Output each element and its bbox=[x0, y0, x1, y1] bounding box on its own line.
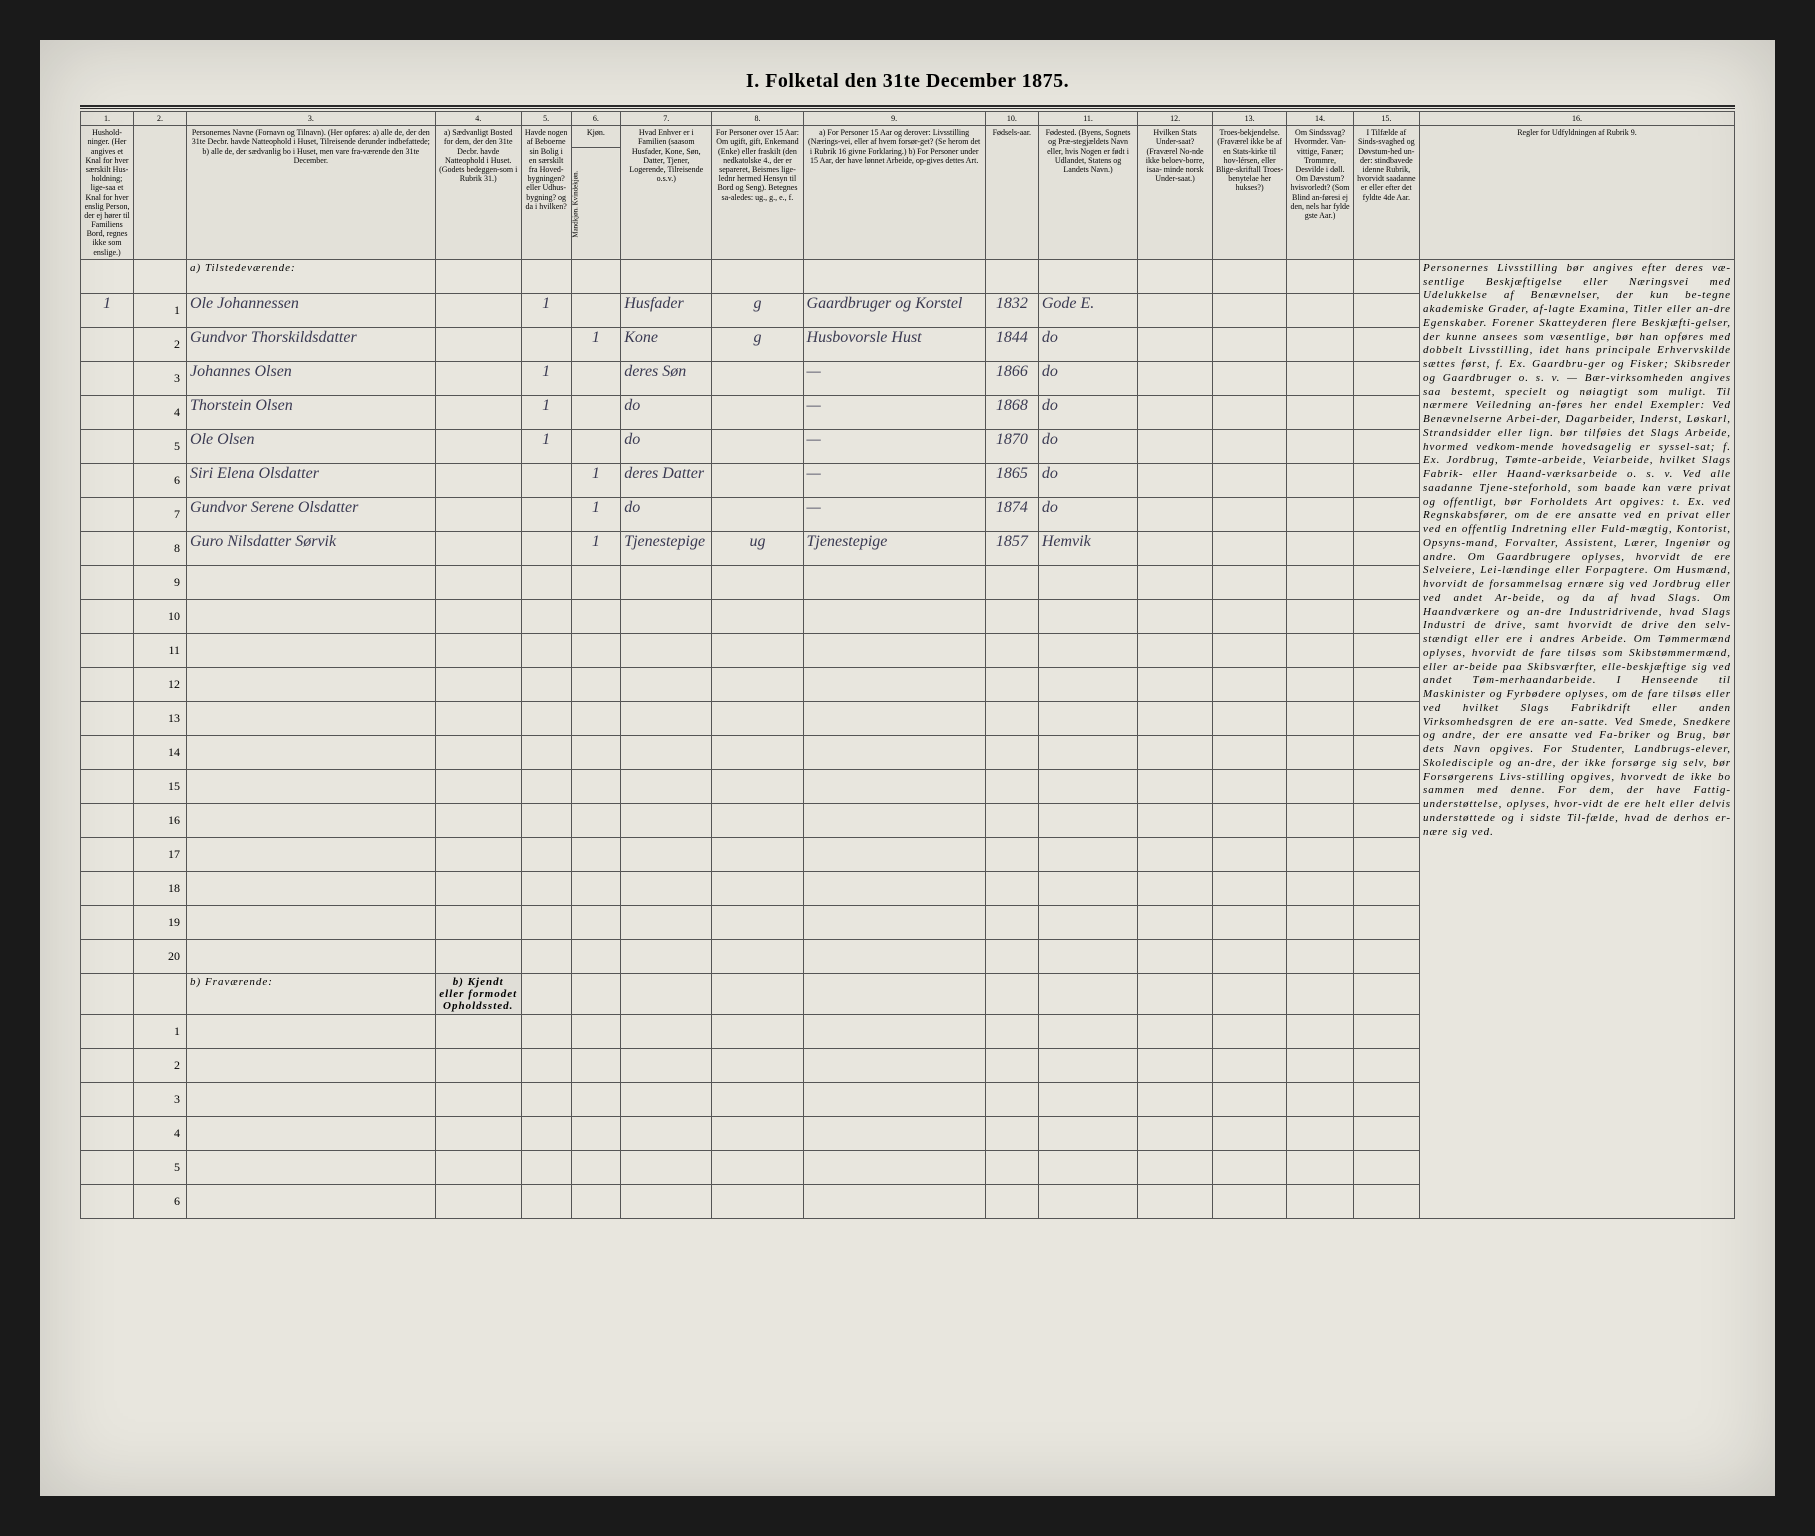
top-rule bbox=[80, 105, 1735, 109]
colnum: 12. bbox=[1138, 112, 1213, 126]
hdr-8: For Personer over 15 Aar: Om ugift, gift… bbox=[712, 126, 803, 260]
hdr-5: Havde nogen af Beboerne sin Bolig i en s… bbox=[521, 126, 571, 260]
colnum: 3. bbox=[187, 112, 436, 126]
hdr-14: Om Sindssvag? Hvormder. Van-vittige, Fan… bbox=[1287, 126, 1353, 260]
hdr-11: Fødested. (Byens, Sognets og Præ-stegjæl… bbox=[1038, 126, 1137, 260]
document-paper: I. Folketal den 31te December 1875. 1. 2… bbox=[40, 40, 1775, 1496]
colnum: 9. bbox=[803, 112, 985, 126]
photo-frame: I. Folketal den 31te December 1875. 1. 2… bbox=[0, 0, 1815, 1536]
colnum: 16. bbox=[1419, 112, 1734, 126]
section-b-label: b) Fraværende: bbox=[187, 973, 436, 1014]
hdr-7: Hvad Enhver er i Familien (saasom Husfad… bbox=[621, 126, 712, 260]
colnum: 8. bbox=[712, 112, 803, 126]
colnum: 13. bbox=[1212, 112, 1287, 126]
hdr-kjon: Kjøn. bbox=[571, 126, 621, 148]
colnum-row: 1. 2. 3. 4. 5. 6. 7. 8. 9. 10. 11. 12. 1… bbox=[81, 112, 1735, 126]
colnum: 2. bbox=[134, 112, 187, 126]
hdr-4: a) Sædvanligt Bosted for dem, der den 31… bbox=[435, 126, 521, 260]
colnum: 5. bbox=[521, 112, 571, 126]
hdr-12: Hvilken Stats Under-saat? (Fraværel No-n… bbox=[1138, 126, 1213, 260]
hdr-1: Hushold- ninger. (Her angives et Knal fo… bbox=[81, 126, 134, 260]
hdr-2 bbox=[134, 126, 187, 260]
colnum: 6. bbox=[571, 112, 621, 126]
header-row: Hushold- ninger. (Her angives et Knal fo… bbox=[81, 126, 1735, 148]
page-title: I. Folketal den 31te December 1875. bbox=[80, 70, 1735, 93]
colnum: 7. bbox=[621, 112, 712, 126]
hdr-3: Personernes Navne (Fornavn og Tilnavn). … bbox=[187, 126, 436, 260]
hdr-16: Regler for Udfyldningen af Rubrik 9. bbox=[1419, 126, 1734, 260]
census-table: 1. 2. 3. 4. 5. 6. 7. 8. 9. 10. 11. 12. 1… bbox=[80, 111, 1735, 1219]
hdr-mk: Mandkjøn. Kvindekjøn. bbox=[571, 148, 621, 260]
fravar-header: b) Kjendt eller formodet Opholdssted. bbox=[435, 973, 521, 1014]
rules-text: Personernes Livsstilling bør angives eft… bbox=[1419, 259, 1734, 1218]
tbody-present: a) Tilstedeværende: Personernes Livsstil… bbox=[81, 259, 1735, 1218]
colnum: 4. bbox=[435, 112, 521, 126]
section-a-row: a) Tilstedeværende: Personernes Livsstil… bbox=[81, 259, 1735, 293]
hdr-9: a) For Personer 15 Aar og derover: Livss… bbox=[803, 126, 985, 260]
hdr-13: Troes-bekjendelse. (Fraværel ikke be af … bbox=[1212, 126, 1287, 260]
table-header: 1. 2. 3. 4. 5. 6. 7. 8. 9. 10. 11. 12. 1… bbox=[81, 112, 1735, 260]
colnum: 14. bbox=[1287, 112, 1353, 126]
hdr-15: I Tilfælde af Sinds-svaghed og Døvstum-h… bbox=[1353, 126, 1419, 260]
colnum: 15. bbox=[1353, 112, 1419, 126]
colnum: 11. bbox=[1038, 112, 1137, 126]
hdr-10: Fødsels-aar. bbox=[985, 126, 1038, 260]
section-a-label: a) Tilstedeværende: bbox=[187, 259, 436, 293]
colnum: 1. bbox=[81, 112, 134, 126]
colnum: 10. bbox=[985, 112, 1038, 126]
